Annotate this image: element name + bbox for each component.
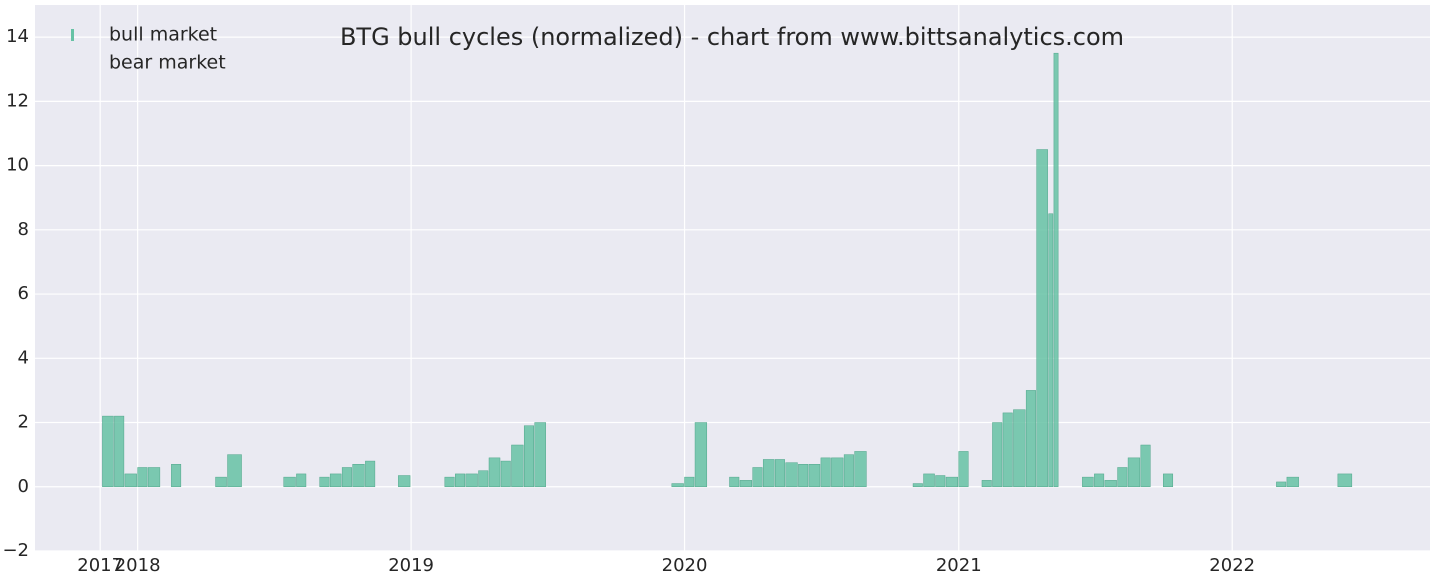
bar [1082, 476, 1094, 488]
y-tick-label: 4 [18, 347, 29, 368]
y-tick-label: 2 [18, 412, 29, 433]
bar [523, 425, 534, 488]
bar [1337, 473, 1353, 488]
y-tick-label: −2 [2, 540, 29, 561]
bar [854, 451, 867, 488]
bar [455, 473, 466, 488]
bar [923, 473, 935, 488]
x-tick-label: 2017 [77, 555, 123, 576]
legend-label: bull market [109, 24, 217, 46]
plot-area [35, 5, 1430, 551]
bar [215, 476, 227, 488]
bar [774, 459, 785, 488]
bar [1002, 412, 1013, 488]
legend-swatch [71, 29, 74, 41]
bar [992, 422, 1003, 488]
bar [1025, 390, 1036, 488]
bar [684, 476, 695, 488]
bar [444, 476, 455, 488]
y-tick-label: 12 [6, 90, 29, 111]
x-tick-label: 2018 [115, 555, 161, 576]
bar [478, 470, 489, 488]
legend-label: bear market [109, 52, 226, 74]
bar [798, 464, 809, 488]
bar [1117, 467, 1128, 488]
bar [1053, 52, 1059, 488]
bar [739, 480, 752, 488]
bar [729, 476, 740, 488]
bar [114, 415, 125, 488]
bar [398, 475, 411, 488]
bar [171, 464, 182, 488]
bar [1013, 409, 1026, 488]
bar [365, 460, 376, 488]
x-tick-label: 2021 [936, 555, 982, 576]
bar [102, 415, 114, 488]
bar [147, 467, 161, 488]
chart-title: BTG bull cycles (normalized) - chart fro… [340, 23, 1124, 51]
bar [752, 467, 763, 488]
bar [981, 480, 992, 488]
bar [511, 444, 524, 488]
bar [945, 476, 959, 488]
bar [227, 454, 242, 488]
bar [1163, 473, 1174, 488]
bar [1048, 213, 1054, 488]
bar [1104, 480, 1117, 488]
bar [319, 476, 330, 488]
y-tick-label: 14 [6, 26, 29, 47]
bar [785, 462, 798, 488]
bar [124, 473, 137, 488]
bar [1140, 444, 1151, 488]
bar [488, 457, 501, 488]
bar [465, 473, 478, 488]
bar [808, 464, 821, 488]
x-tick-label: 2020 [662, 555, 708, 576]
bar [831, 457, 844, 488]
y-tick-label: 8 [18, 219, 29, 240]
bar [843, 454, 854, 488]
bar [500, 460, 511, 488]
x-tick-label: 2019 [388, 555, 434, 576]
legend: bull market bear market [71, 24, 226, 74]
bar [1094, 473, 1105, 488]
bar [694, 422, 708, 488]
bar [352, 464, 365, 488]
bar [1036, 149, 1048, 488]
bars [102, 52, 1353, 488]
bar [283, 476, 296, 488]
x-tick-label: 2022 [1209, 555, 1255, 576]
bar [912, 483, 923, 488]
bar [1127, 457, 1141, 488]
bar [1286, 476, 1299, 488]
bar [958, 451, 969, 488]
bar [341, 467, 352, 488]
bar [534, 422, 546, 488]
bar [935, 475, 946, 488]
bar [329, 473, 342, 488]
y-tick-label: 0 [18, 476, 29, 497]
bar [296, 473, 307, 488]
bar [137, 467, 148, 488]
bar [820, 457, 831, 488]
y-tick-label: 10 [6, 155, 29, 176]
bar [762, 459, 775, 488]
bar [1276, 481, 1287, 488]
y-tick-label: 6 [18, 283, 29, 304]
bar [671, 483, 684, 488]
